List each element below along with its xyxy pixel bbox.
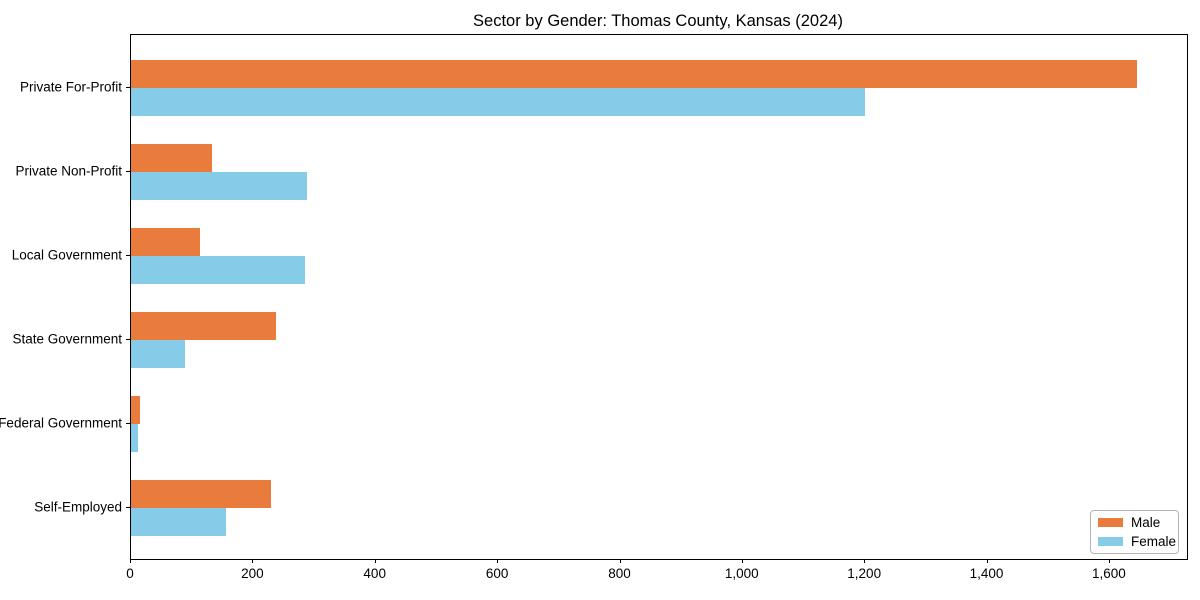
x-tick-mark xyxy=(619,559,621,563)
x-tick-label: 1,600 xyxy=(1091,566,1126,581)
y-tick-label: Self-Employed xyxy=(34,499,122,515)
x-tick-label: 800 xyxy=(608,566,631,581)
x-tick-label: 600 xyxy=(485,566,509,581)
y-tick-label: Local Government xyxy=(11,247,122,263)
x-tick-mark xyxy=(1108,559,1110,563)
y-tick-mark xyxy=(126,255,130,256)
x-tick-label: 1,200 xyxy=(847,566,882,581)
bar-female-self-employed xyxy=(131,508,227,536)
bar-male-private-for-profit xyxy=(131,60,1137,88)
y-tick-mark xyxy=(126,87,130,88)
x-tick-label: 1,000 xyxy=(724,566,759,581)
x-tick-mark xyxy=(252,559,254,563)
bar-male-federal-government xyxy=(131,396,141,424)
y-tick-label: State Government xyxy=(12,331,122,347)
y-tick-mark xyxy=(126,171,130,172)
legend-entry-female: Female xyxy=(1098,534,1176,549)
bar-female-private-for-profit xyxy=(131,88,866,116)
legend-label-male: Male xyxy=(1131,515,1161,530)
x-tick-mark xyxy=(986,559,988,563)
y-tick-mark xyxy=(126,507,130,508)
x-tick-mark xyxy=(130,559,131,563)
x-tick-label: 0 xyxy=(126,566,134,581)
y-tick-mark xyxy=(126,423,130,424)
y-tick-mark xyxy=(126,339,130,340)
y-tick-label: Federal Government xyxy=(0,415,122,431)
plot-area xyxy=(130,34,1188,560)
legend-label-female: Female xyxy=(1131,533,1177,549)
legend-swatch-male xyxy=(1098,518,1123,528)
x-tick-label: 1,400 xyxy=(969,566,1004,581)
legend-swatch-female xyxy=(1098,536,1123,546)
x-tick-mark xyxy=(497,559,499,563)
bar-female-local-government xyxy=(131,256,306,284)
bar-male-state-government xyxy=(131,312,276,340)
x-tick-label: 400 xyxy=(363,566,386,581)
bar-female-private-non-profit xyxy=(131,172,307,200)
legend-entry-male: Male xyxy=(1098,516,1170,530)
chart-title: Sector by Gender: Thomas County, Kansas … xyxy=(473,12,843,30)
bar-male-self-employed xyxy=(131,480,272,508)
bar-male-local-government xyxy=(131,228,201,256)
y-tick-label: Private For-Profit xyxy=(19,79,122,95)
x-tick-mark xyxy=(741,559,743,563)
bar-female-federal-government xyxy=(131,424,139,452)
bar-female-state-government xyxy=(131,340,185,368)
legend: Male Female xyxy=(1090,510,1179,554)
y-tick-label: Private Non-Profit xyxy=(15,163,122,179)
bar-male-private-non-profit xyxy=(131,144,212,172)
x-tick-mark xyxy=(374,559,376,563)
x-tick-mark xyxy=(864,559,866,563)
x-tick-label: 200 xyxy=(241,566,264,581)
